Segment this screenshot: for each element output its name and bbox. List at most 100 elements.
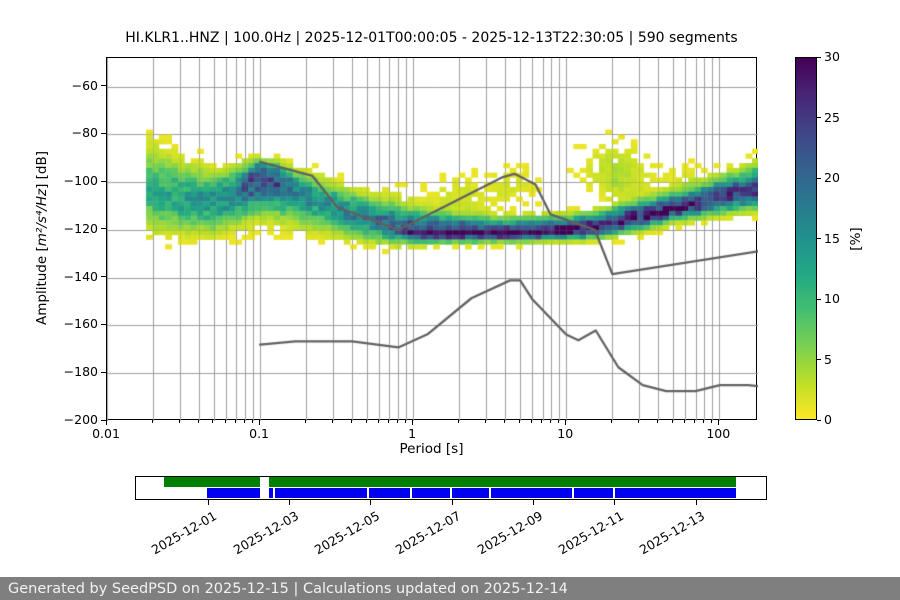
x-minor-tick [365, 420, 367, 423]
y-tick-label: −100 [63, 173, 98, 189]
colorbar-tick-label: 25 [824, 109, 840, 125]
x-minor-tick [457, 420, 459, 423]
colorbar-tick [817, 238, 821, 239]
plot-title: HI.KLR1..HNZ | 100.0Hz | 2025-12-01T00:0… [125, 30, 738, 46]
x-minor-tick [404, 420, 406, 423]
colorbar-tick [817, 56, 821, 58]
y-tick-label: −120 [63, 220, 98, 236]
x-tick-label: 0.01 [92, 426, 120, 441]
x-axis-label: Period [s] [399, 441, 464, 457]
colorbar-tick [817, 359, 821, 360]
x-minor-tick [702, 420, 704, 423]
x-minor-tick [377, 420, 379, 423]
x-minor-tick [197, 420, 199, 423]
colorbar-tick [817, 177, 821, 179]
colorbar-tick [817, 298, 821, 300]
coverage-blue-segment [268, 488, 274, 498]
coverage-green-segment [163, 477, 260, 488]
colorbar-gradient [796, 58, 816, 419]
date-tick [207, 500, 209, 505]
x-tick [564, 420, 566, 425]
x-minor-tick [503, 420, 505, 423]
y-tick [101, 419, 106, 421]
colorbar-tick [817, 117, 821, 118]
date-tick-label: 2025-12-11 [555, 508, 627, 558]
coverage-blue-segment [573, 488, 613, 498]
x-minor-tick [557, 420, 559, 423]
x-tick-label: 100 [706, 426, 731, 441]
x-minor-tick [637, 420, 639, 423]
y-axis-label-units: m²/s⁴/Hz [34, 188, 50, 247]
x-minor-tick [694, 420, 696, 423]
x-tick-label: 10 [557, 426, 574, 441]
coverage-blue-segment [614, 488, 736, 498]
x-tick-label: 1 [408, 426, 417, 441]
x-minor-tick [671, 420, 673, 423]
coverage-blue-segment [274, 488, 367, 498]
x-minor-tick [683, 420, 685, 423]
x-minor-tick [178, 420, 180, 423]
date-tick-label: 2025-12-03 [230, 508, 301, 558]
y-tick-label: −60 [71, 77, 98, 93]
x-minor-tick [151, 420, 153, 423]
y-tick [101, 371, 106, 373]
y-axis-label: Amplitude [m²/s⁴/Hz] [dB] [34, 151, 50, 325]
status-text: Generated by SeedPSD on 2025-12-15 | Cal… [8, 580, 568, 597]
plot-area [106, 57, 758, 421]
y-tick [101, 85, 106, 87]
x-minor-tick [541, 420, 542, 423]
date-tick-label: 2025-12-05 [311, 508, 383, 558]
date-tick [288, 500, 290, 505]
x-minor-tick [331, 420, 333, 423]
colorbar-tick [817, 419, 821, 421]
y-axis-label-suffix: ] [dB] [34, 150, 50, 189]
colorbar [795, 57, 817, 420]
x-minor-tick [251, 420, 253, 423]
status-bar: Generated by SeedPSD on 2025-12-15 | Cal… [0, 577, 900, 600]
x-minor-tick [610, 420, 612, 423]
y-axis-label-prefix: Amplitude [ [34, 246, 50, 326]
y-tick [101, 323, 106, 325]
y-tick-label: −200 [63, 412, 98, 427]
date-tick-label: 2025-12-09 [474, 508, 545, 558]
colorbar-tick-label: 30 [824, 49, 840, 64]
date-tick-label: 2025-12-01 [149, 508, 220, 558]
x-minor-tick [530, 420, 532, 423]
coverage-blue-segment [452, 488, 489, 498]
x-minor-tick [234, 420, 236, 423]
y-tick [101, 228, 106, 230]
x-minor-tick [350, 420, 352, 423]
date-tick [532, 500, 534, 505]
colorbar-tick-label: 10 [824, 291, 840, 306]
x-tick-label: 0.1 [249, 426, 270, 441]
date-tick-label: 2025-12-13 [637, 508, 708, 558]
x-minor-tick [549, 420, 551, 423]
y-tick [101, 180, 106, 182]
x-minor-tick [484, 420, 486, 423]
colorbar-label: [%] [848, 227, 864, 251]
x-minor-tick [656, 420, 658, 423]
x-minor-tick [396, 420, 398, 423]
x-minor-tick [710, 420, 712, 423]
coverage-blue-segment [412, 488, 450, 498]
coverage-blue-segment [207, 488, 260, 498]
date-tick [370, 500, 372, 505]
colorbar-tick-label: 15 [824, 230, 840, 246]
x-minor-tick [387, 420, 389, 423]
date-tick [451, 500, 453, 505]
date-tick [695, 500, 697, 505]
colorbar-tick-label: 0 [824, 412, 832, 427]
coverage-green-segment [268, 477, 736, 488]
coverage-blue-segment [368, 488, 410, 498]
x-minor-tick [224, 420, 226, 423]
x-tick [411, 420, 413, 425]
ppsd-heatmap-canvas [107, 58, 758, 421]
x-tick [105, 420, 107, 425]
colorbar-tick-label: 20 [824, 170, 840, 185]
x-tick [258, 420, 260, 425]
x-minor-tick [243, 420, 245, 423]
x-tick [717, 420, 719, 425]
colorbar-tick-label: 5 [824, 351, 832, 367]
coverage-blue-segment [491, 488, 573, 498]
